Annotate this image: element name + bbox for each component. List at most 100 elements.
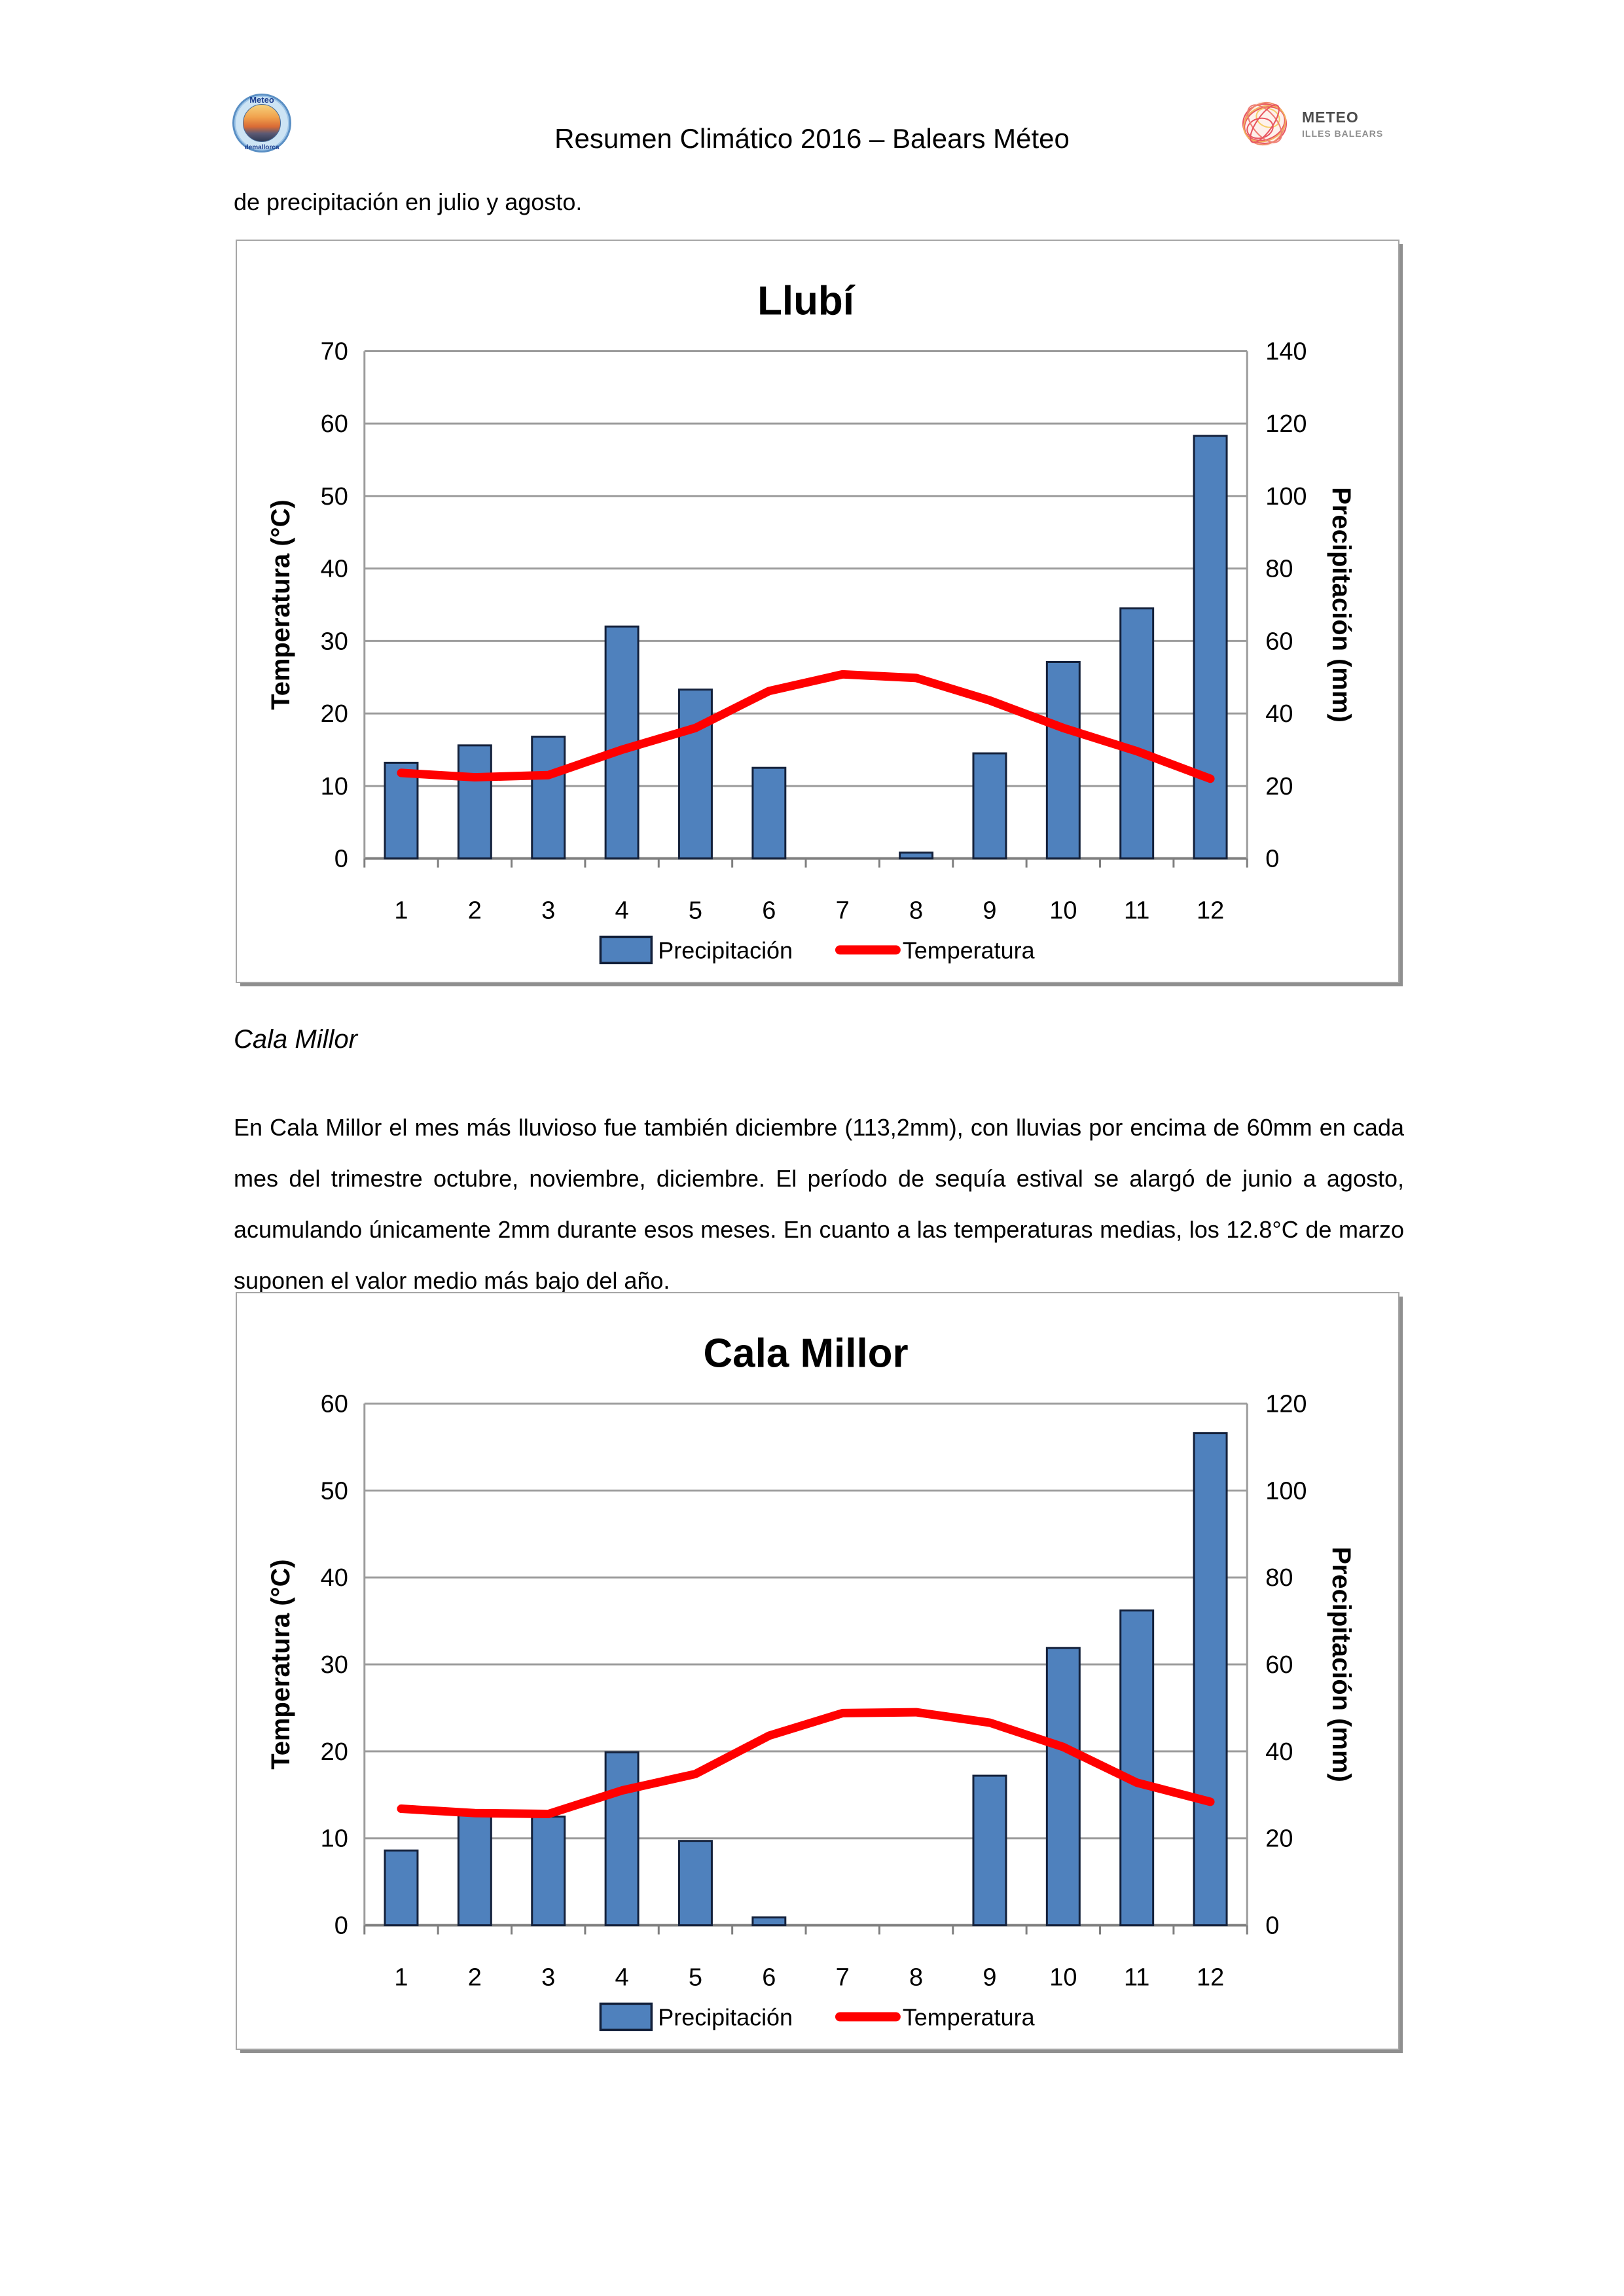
left-axis-tick-label: 10	[321, 1825, 348, 1853]
right-axis-tick-label: 40	[1265, 1738, 1293, 1766]
month-label: 12	[1197, 897, 1224, 924]
precipitation-bar	[751, 766, 787, 860]
scribble-ball-icon	[1242, 101, 1287, 146]
precipitation-bar	[531, 1816, 566, 1927]
precipitation-bar	[384, 1849, 419, 1927]
precipitation-bar	[604, 1751, 640, 1927]
right-axis-tick-label: 80	[1265, 556, 1293, 583]
left-axis-tick-label: 70	[321, 338, 348, 365]
month-label: 2	[468, 1964, 482, 1991]
precipitation-bar	[384, 761, 419, 860]
section-heading: Cala Millor	[234, 1025, 357, 1054]
left-axis-tick-label: 20	[321, 700, 348, 728]
cala-millor-chart-svg: Cala Millor 0 0 10 20 20 40 30 60 40 80 50 100 60 120 1…	[266, 1331, 1356, 2032]
logo-text-meteo: METEO	[1302, 109, 1359, 126]
month-label: 10	[1049, 1964, 1077, 1991]
month-label: 8	[909, 897, 923, 924]
left-axis-tick-label: 40	[321, 1564, 348, 1592]
precipitation-bar	[972, 752, 1007, 860]
month-label: 7	[836, 897, 850, 924]
logo-wordmark: METEO ILLES BALEARS	[1302, 109, 1383, 139]
page-header-title: Resumen Climático 2016 – Balears Méteo	[554, 123, 1070, 154]
precipitation-bar	[1045, 660, 1081, 860]
precipitation-bar	[531, 736, 566, 860]
month-label: 9	[983, 897, 996, 924]
logo-arc-text: demallorca	[244, 144, 280, 151]
left-axis-tick-label: 40	[321, 556, 348, 583]
left-axis-title: Temperatura (°C)	[266, 499, 295, 709]
left-axis-tick-label: 30	[321, 1651, 348, 1679]
month-label: 5	[689, 1964, 702, 1991]
precipitation-bar	[972, 1774, 1007, 1927]
month-label: 1	[394, 897, 408, 924]
left-axis-tick-label: 50	[321, 483, 348, 511]
left-axis-tick-label: 50	[321, 1477, 348, 1505]
meteo-illes-balears-logo: METEO ILLES BALEARS	[1239, 98, 1383, 149]
precipitation-bar	[1193, 1432, 1228, 1927]
left-axis-tick-label: 60	[321, 1390, 348, 1418]
month-label: 11	[1124, 897, 1149, 924]
section-paragraph: En Cala Millor el mes más lluvioso fue t…	[234, 1114, 1404, 1294]
right-axis-tick-label: 20	[1265, 1825, 1293, 1853]
month-label: 4	[615, 1964, 629, 1991]
right-axis-tick-label: 0	[1265, 1912, 1279, 1940]
left-axis-tick-label: 60	[321, 410, 348, 438]
right-axis-tick-label: 60	[1265, 628, 1293, 655]
right-axis-tick-label: 140	[1265, 338, 1307, 365]
precipitation-bar	[677, 1840, 713, 1927]
left-axis-title: Temperatura (°C)	[266, 1559, 295, 1769]
legend-precipitation-label: Precipitación	[658, 937, 793, 963]
precipitation-bar	[899, 852, 934, 860]
right-axis-tick-label: 40	[1265, 700, 1293, 728]
left-axis-tick-label: 0	[334, 1912, 348, 1940]
precipitation-bar	[1119, 607, 1155, 860]
temperature-line	[397, 1708, 1215, 1819]
right-axis-tick-label: 80	[1265, 1564, 1293, 1592]
month-label: 9	[983, 1964, 996, 1991]
left-axis-tick-label: 10	[321, 773, 348, 800]
month-label: 11	[1124, 1964, 1149, 1991]
chart-title: Llubí	[757, 279, 856, 324]
right-axis-title: Precipitación (mm)	[1327, 487, 1356, 723]
month-label: 6	[762, 1964, 776, 1991]
legend: Precipitación Temperatura	[599, 2002, 1035, 2032]
month-label: 8	[909, 1964, 923, 1991]
legend-precipitation-swatch	[599, 935, 653, 965]
precipitation-bar	[1193, 435, 1228, 860]
month-label: 1	[394, 1964, 408, 1991]
right-axis-tick-label: 0	[1265, 846, 1279, 873]
month-label: 12	[1197, 1964, 1224, 1991]
legend-temperature-label: Temperatura	[903, 937, 1035, 963]
chart-title: Cala Millor	[703, 1331, 908, 1376]
logo-text-illes-balears: ILLES BALEARS	[1302, 128, 1384, 139]
precipitation-bar	[457, 744, 492, 860]
right-axis-tick-label: 100	[1265, 1477, 1307, 1505]
temperature-line	[397, 670, 1215, 783]
right-axis-tick-label: 120	[1265, 410, 1307, 438]
right-axis-tick-label: 60	[1265, 1651, 1293, 1679]
month-label: 4	[615, 897, 629, 924]
legend: Precipitación Temperatura	[599, 935, 1035, 965]
month-label: 6	[762, 897, 776, 924]
legend-precipitation-label: Precipitación	[658, 2003, 793, 2030]
month-label: 7	[836, 1964, 850, 1991]
month-label: 10	[1049, 897, 1077, 924]
precipitation-bar	[1045, 1647, 1081, 1927]
right-axis-tick-label: 20	[1265, 773, 1293, 800]
precipitation-bar	[677, 689, 713, 860]
month-label: 3	[541, 897, 555, 924]
legend-precipitation-swatch	[599, 2002, 653, 2032]
month-label: 5	[689, 897, 702, 924]
right-axis-tick-label: 100	[1265, 483, 1307, 511]
left-axis-tick-label: 20	[321, 1738, 348, 1766]
right-axis-tick-label: 120	[1265, 1390, 1307, 1418]
precipitation-bar	[457, 1814, 492, 1927]
month-label: 3	[541, 1964, 555, 1991]
precipitation-bar	[751, 1916, 787, 1927]
legend-temperature-label: Temperatura	[903, 2003, 1035, 2030]
intro-text: de precipitación en julio y agosto.	[234, 188, 583, 215]
chart-llubi: Llubí 0 0 10 20 20 40 30 60 40 80 50 100 60 120 70 140 1 2…	[236, 240, 1399, 983]
sunset-photo-icon	[243, 104, 281, 142]
